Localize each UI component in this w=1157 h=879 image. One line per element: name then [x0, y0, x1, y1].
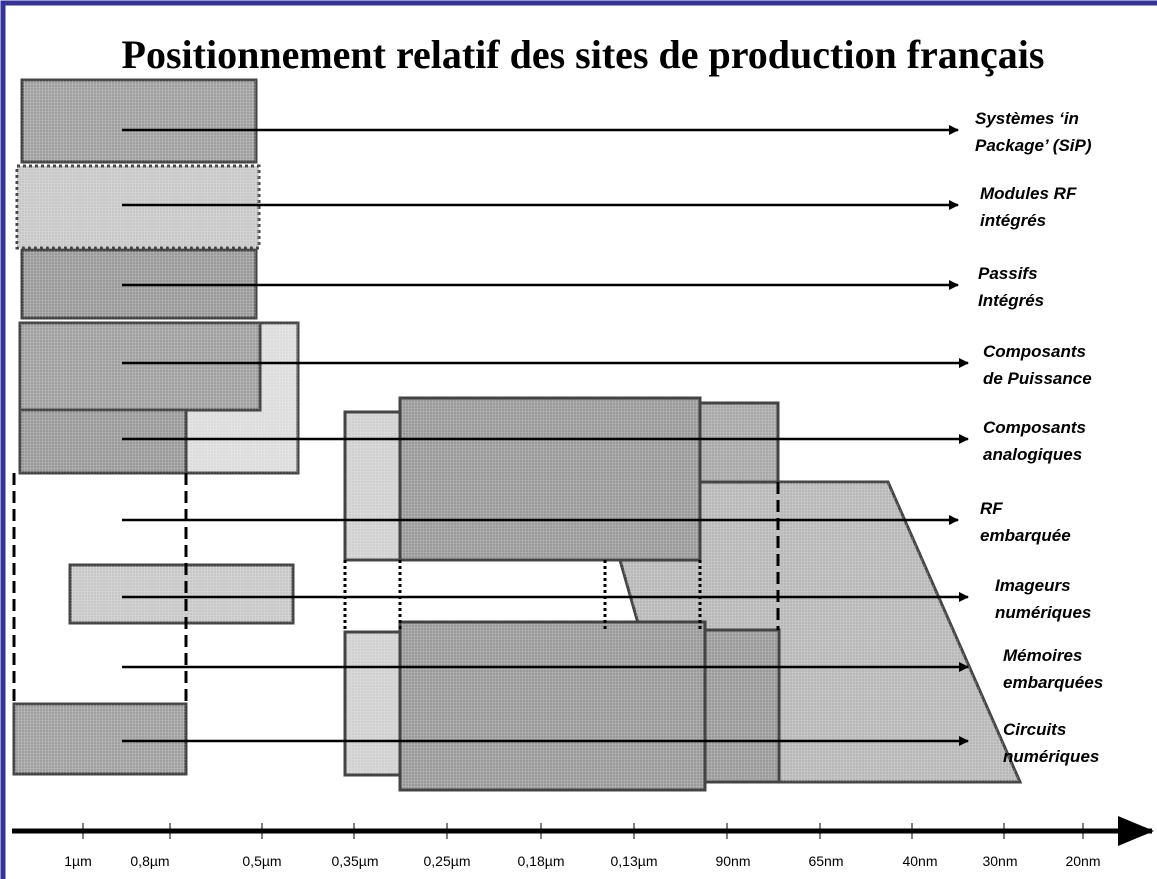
row-label: embarquées — [1003, 673, 1103, 692]
row-label: Passifs — [978, 264, 1038, 283]
tick-label: 0,18µm — [518, 853, 565, 869]
row-label: de Puissance — [983, 369, 1092, 388]
row-label: Modules RF — [980, 184, 1077, 203]
tick-label: 1µm — [64, 853, 92, 869]
row-label: numériques — [995, 603, 1091, 622]
row-label: Intégrés — [978, 291, 1044, 310]
tick-label: 20nm — [1065, 853, 1100, 869]
row-label: numériques — [1003, 747, 1099, 766]
tick-label: 0,25µm — [424, 853, 471, 869]
row-label: Circuits — [1003, 720, 1066, 739]
row-label: Composants — [983, 418, 1086, 437]
tick-label: 0,8µm — [130, 853, 169, 869]
title: Positionnement relatif des sites de prod… — [122, 32, 1045, 77]
row-label: RF — [980, 499, 1003, 518]
row-label: embarquée — [980, 526, 1071, 545]
tick-label: 0,5µm — [242, 853, 281, 869]
row-label: Package’ (SiP) — [975, 136, 1092, 155]
row-label: analogiques — [983, 445, 1082, 464]
tick-label: 0,13µm — [611, 853, 658, 869]
tick-label: 40nm — [902, 853, 937, 869]
row-label: intégrés — [980, 211, 1046, 230]
tick-label: 0,35µm — [332, 853, 379, 869]
row-label: Mémoires — [1003, 646, 1082, 665]
shapes — [12, 78, 1023, 792]
row-label: Imageurs — [995, 576, 1071, 595]
shape — [398, 396, 781, 792]
tick-label: 90nm — [715, 853, 750, 869]
tick-label: 30nm — [982, 853, 1017, 869]
row-label: Systèmes ‘in — [975, 109, 1079, 128]
row-label: Composants — [983, 342, 1086, 361]
tick-label: 65nm — [808, 853, 843, 869]
